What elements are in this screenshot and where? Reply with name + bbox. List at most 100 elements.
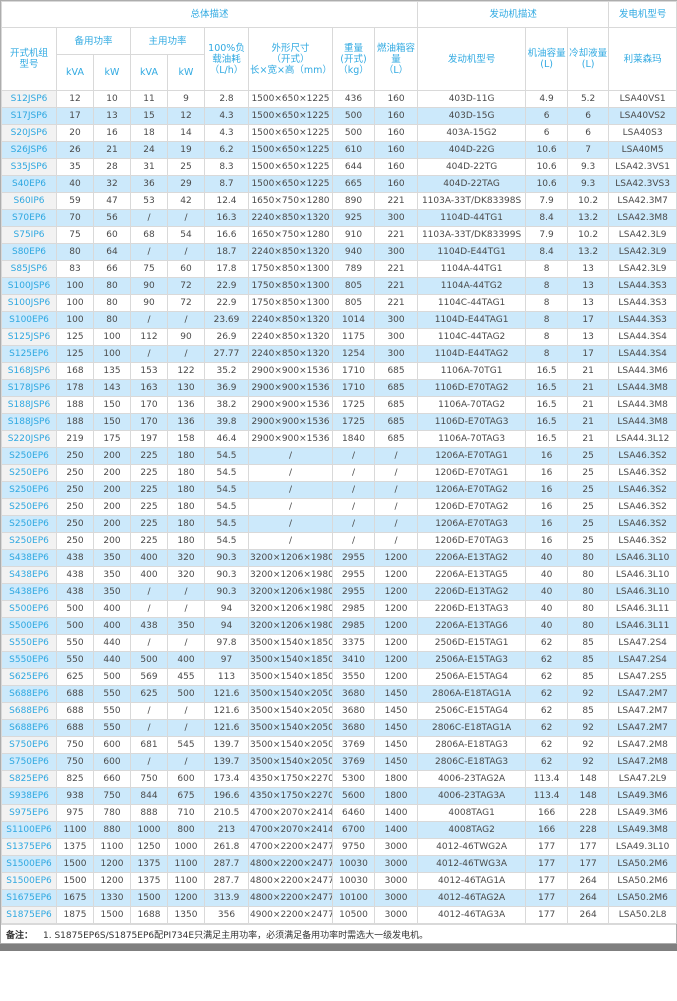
data-cell: 16 bbox=[93, 124, 131, 142]
data-cell: 1500 bbox=[93, 906, 131, 924]
unit-model-link[interactable]: S100JSP6 bbox=[1, 294, 57, 312]
data-cell: LSA47.2M7 bbox=[608, 685, 677, 703]
unit-model-link[interactable]: S75IP6 bbox=[1, 226, 57, 244]
data-cell: 80 bbox=[567, 549, 610, 567]
unit-model-link[interactable]: S250EP6 bbox=[1, 515, 57, 533]
unit-model-link[interactable]: S1875EP6 bbox=[1, 906, 57, 924]
unit-model-link[interactable]: S500EP6 bbox=[1, 600, 57, 618]
data-cell: 225 bbox=[130, 447, 168, 465]
unit-model-link[interactable]: S178JSP6 bbox=[1, 379, 57, 397]
unit-model-link[interactable]: S938EP6 bbox=[1, 787, 57, 805]
unit-model-link[interactable]: S688EP6 bbox=[1, 685, 57, 703]
unit-model-link[interactable]: S500EP6 bbox=[1, 617, 57, 635]
unit-model-link[interactable]: S1675EP6 bbox=[1, 889, 57, 907]
unit-model-link[interactable]: S250EP6 bbox=[1, 532, 57, 550]
data-cell: 92 bbox=[567, 736, 610, 754]
data-cell: LSA47.2M8 bbox=[608, 736, 677, 754]
data-cell: 3200×1206×1980 bbox=[248, 600, 333, 618]
data-cell: 440 bbox=[93, 651, 131, 669]
data-cell: 180 bbox=[167, 481, 205, 499]
data-cell: 403D-15G bbox=[417, 107, 527, 125]
data-cell: 1100 bbox=[56, 821, 94, 839]
data-cell: 780 bbox=[93, 804, 131, 822]
data-cell: 3500×1540×1850 bbox=[248, 668, 333, 686]
data-cell: 2506A-E15TAG3 bbox=[417, 651, 527, 669]
unit-model-link[interactable]: S12JSP6 bbox=[1, 90, 57, 108]
data-cell: 2955 bbox=[332, 566, 375, 584]
header-group-overall: 总体描述 bbox=[0, 1, 419, 28]
header-oil-capacity: 机油容量 (L) bbox=[525, 27, 569, 91]
unit-model-link[interactable]: S188JSP6 bbox=[1, 413, 57, 431]
data-cell: LSA46.3S2 bbox=[608, 464, 677, 482]
data-cell: / bbox=[167, 702, 205, 720]
unit-model-link[interactable]: S125EP6 bbox=[1, 345, 57, 363]
unit-model-link[interactable]: S750EP6 bbox=[1, 736, 57, 754]
header-weight: 重量 (开式) （kg） bbox=[332, 27, 375, 91]
unit-model-link[interactable]: S250EP6 bbox=[1, 464, 57, 482]
data-cell: 10030 bbox=[332, 855, 375, 873]
data-cell: 750 bbox=[93, 787, 131, 805]
unit-model-link[interactable]: S438EP6 bbox=[1, 566, 57, 584]
data-cell: 54 bbox=[167, 226, 205, 244]
header-group-engine: 发动机描述 bbox=[417, 1, 610, 28]
unit-model-link[interactable]: S550EP6 bbox=[1, 634, 57, 652]
unit-model-link[interactable]: S20JSP6 bbox=[1, 124, 57, 142]
unit-model-link[interactable]: S1375EP6 bbox=[1, 838, 57, 856]
data-cell: 1104A-44TG1 bbox=[417, 260, 527, 278]
unit-model-link[interactable]: S70EP6 bbox=[1, 209, 57, 227]
unit-model-link[interactable]: S188JSP6 bbox=[1, 396, 57, 414]
unit-model-link[interactable]: S17JSP6 bbox=[1, 107, 57, 125]
unit-model-link[interactable]: S438EP6 bbox=[1, 583, 57, 601]
data-cell: 225 bbox=[130, 498, 168, 516]
unit-model-link[interactable]: S438EP6 bbox=[1, 549, 57, 567]
data-cell: 3550 bbox=[332, 668, 375, 686]
unit-model-link[interactable]: S1100EP6 bbox=[1, 821, 57, 839]
unit-model-link[interactable]: S85JSP6 bbox=[1, 260, 57, 278]
unit-model-link[interactable]: S825EP6 bbox=[1, 770, 57, 788]
unit-model-link[interactable]: S250EP6 bbox=[1, 447, 57, 465]
data-cell: 221 bbox=[373, 226, 419, 244]
unit-model-link[interactable]: S220JSP6 bbox=[1, 430, 57, 448]
data-cell: 213 bbox=[204, 821, 249, 839]
data-cell: 1104C-44TAG1 bbox=[417, 294, 527, 312]
unit-model-link[interactable]: S100JSP6 bbox=[1, 277, 57, 295]
unit-model-link[interactable]: S250EP6 bbox=[1, 481, 57, 499]
data-cell: 2506C-E15TAG4 bbox=[417, 702, 527, 720]
unit-model-link[interactable]: S35JSP6 bbox=[1, 158, 57, 176]
unit-model-link[interactable]: S750EP6 bbox=[1, 753, 57, 771]
unit-model-link[interactable]: S250EP6 bbox=[1, 498, 57, 516]
data-cell: 13.2 bbox=[567, 243, 610, 261]
data-cell: 113.4 bbox=[525, 787, 569, 805]
unit-model-link[interactable]: S975EP6 bbox=[1, 804, 57, 822]
data-cell: 173.4 bbox=[204, 770, 249, 788]
unit-model-link[interactable]: S80EP6 bbox=[1, 243, 57, 261]
unit-model-link[interactable]: S688EP6 bbox=[1, 719, 57, 737]
data-cell: 644 bbox=[332, 158, 375, 176]
data-cell: 2806A-E18TAG3 bbox=[417, 736, 527, 754]
unit-model-link[interactable]: S40EP6 bbox=[1, 175, 57, 193]
unit-model-link[interactable]: S625EP6 bbox=[1, 668, 57, 686]
unit-model-link[interactable]: S1500EP6 bbox=[1, 855, 57, 873]
data-cell: 2206A-E13TAG6 bbox=[417, 617, 527, 635]
unit-model-link[interactable]: S60IP6 bbox=[1, 192, 57, 210]
data-cell: 80 bbox=[93, 277, 131, 295]
header-group-generator: 发电机型号 bbox=[608, 1, 677, 28]
data-cell: / bbox=[332, 498, 375, 516]
data-cell: 18 bbox=[130, 124, 168, 142]
unit-model-link[interactable]: S26JSP6 bbox=[1, 141, 57, 159]
unit-model-link[interactable]: S688EP6 bbox=[1, 702, 57, 720]
unit-model-link[interactable]: S125JSP6 bbox=[1, 328, 57, 346]
data-cell: 10.6 bbox=[525, 141, 569, 159]
data-cell: 100 bbox=[93, 328, 131, 346]
data-cell: 1500×650×1225 bbox=[248, 107, 333, 125]
unit-model-link[interactable]: S550EP6 bbox=[1, 651, 57, 669]
unit-model-link[interactable]: S1500EP6 bbox=[1, 872, 57, 890]
data-cell: 160 bbox=[373, 107, 419, 125]
data-cell: 26 bbox=[56, 141, 94, 159]
unit-model-link[interactable]: S100EP6 bbox=[1, 311, 57, 329]
data-cell: 8.4 bbox=[525, 243, 569, 261]
data-cell: 8 bbox=[525, 277, 569, 295]
data-cell: 136 bbox=[167, 413, 205, 431]
unit-model-link[interactable]: S168JSP6 bbox=[1, 362, 57, 380]
data-cell: 11 bbox=[130, 90, 168, 108]
